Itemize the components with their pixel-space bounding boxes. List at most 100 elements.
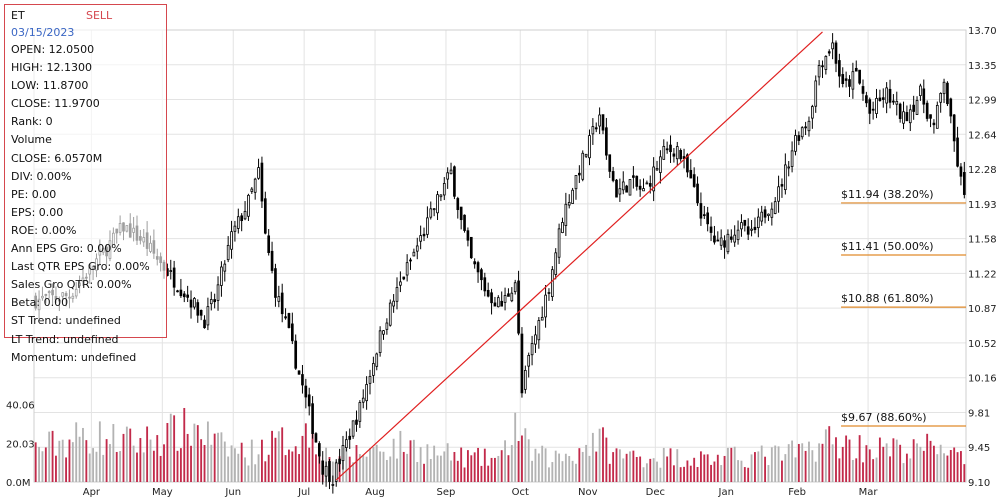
candle-body (442, 183, 446, 196)
volume-bar (355, 445, 358, 482)
candle-body (243, 210, 247, 220)
panel-beta: Beta: 0.00 (11, 296, 69, 310)
volume-bar (217, 432, 219, 482)
candle-body (743, 219, 747, 226)
candle-body (665, 148, 669, 151)
fib-level-label: $11.41 (50.00%) (841, 240, 934, 253)
candle-body (334, 462, 338, 482)
candle-body (277, 296, 281, 302)
price-tick-label: 12.99 (968, 96, 997, 107)
volume-bar (399, 430, 402, 482)
panel-last-qtr-eps-gro: Last QTR EPS Gro: 0.00% (11, 260, 150, 274)
volume-bar (774, 445, 777, 482)
volume-bar (527, 439, 530, 482)
volume-bar (858, 435, 861, 482)
candle-body (297, 370, 301, 375)
volume-bar (683, 466, 685, 482)
panel-sales-gro-qtr: Sales Gro QTR: 0.00% (11, 278, 132, 292)
candle-body (763, 209, 767, 218)
candle-body (848, 79, 851, 87)
candle-body (753, 226, 757, 231)
volume-bar (291, 451, 294, 482)
volume-bar (92, 448, 95, 482)
volume-bar (61, 439, 64, 482)
volume-bar (639, 456, 642, 482)
volume-bar (625, 453, 628, 482)
candle-body (510, 292, 514, 302)
volume-bar (727, 447, 729, 482)
volume-bar (929, 440, 932, 482)
volume-bar (926, 433, 929, 482)
candle-body (713, 235, 716, 243)
candle-body (709, 226, 713, 233)
volume-bar (244, 457, 246, 482)
volume-bar (490, 457, 493, 482)
volume-bar (936, 454, 939, 482)
volume-bar (163, 444, 165, 482)
month-tick-label: Nov (578, 487, 598, 498)
volume-bar (835, 437, 837, 482)
candle-body (581, 152, 585, 180)
volume-bar (115, 451, 118, 482)
volume-bar (568, 456, 571, 482)
candle-body (351, 420, 355, 437)
volume-bar (294, 446, 297, 482)
candle-body (692, 174, 696, 187)
candle-body (618, 188, 622, 195)
volume-bar (426, 444, 429, 482)
volume-bar (186, 433, 189, 482)
volume-bar (352, 462, 355, 482)
volume-bar (223, 441, 226, 482)
candle-body (257, 167, 260, 179)
volume-bar (362, 455, 365, 482)
candle-body (324, 465, 328, 477)
candle-body (821, 65, 824, 68)
volume-bar (571, 460, 574, 482)
volume-bar (456, 460, 459, 482)
volume-bar (152, 450, 155, 482)
volume-bar (233, 448, 236, 482)
candle-body (858, 69, 861, 84)
grid (33, 29, 967, 483)
candle-body (196, 302, 200, 316)
volume-bar (605, 437, 608, 482)
candle-body (554, 252, 558, 275)
candle-body (250, 188, 254, 192)
candle-body (679, 149, 682, 160)
candle-body (473, 261, 477, 265)
volume-bar (838, 458, 841, 482)
candle-body (375, 353, 379, 367)
candle-body (635, 175, 639, 187)
volume-bar (696, 466, 699, 482)
panel-div: DIV: 0.00% (11, 169, 72, 183)
candle-body (203, 319, 206, 329)
volume-bar (41, 451, 44, 482)
volume-bar (733, 446, 736, 482)
volume-bar (68, 439, 71, 482)
candle-body (517, 280, 520, 334)
volume-bar (504, 440, 506, 482)
volume-bar (166, 423, 169, 482)
volume-bar (443, 451, 446, 482)
candle-body (399, 281, 402, 286)
volume-bar (824, 429, 827, 482)
candle-body (534, 334, 537, 345)
fib-level-label: $9.67 (88.60%) (841, 411, 927, 424)
panel-lt-trend: LT Trend: undefined (11, 332, 119, 346)
candle-body (662, 145, 666, 160)
volume-bar (787, 444, 790, 482)
candle-body (193, 298, 196, 308)
volume-bar (375, 444, 378, 482)
candle-body (686, 154, 689, 173)
candle-body (922, 88, 926, 105)
candle-body (895, 100, 899, 105)
volume-bar (534, 448, 537, 482)
volume-bar (250, 439, 253, 482)
candle-body (355, 419, 358, 425)
candle-body (902, 111, 905, 124)
volume-bar (939, 444, 942, 482)
volume-bar (909, 458, 912, 482)
volume-bar (720, 465, 723, 482)
candle-body (564, 203, 568, 226)
volume-bar (804, 450, 807, 482)
